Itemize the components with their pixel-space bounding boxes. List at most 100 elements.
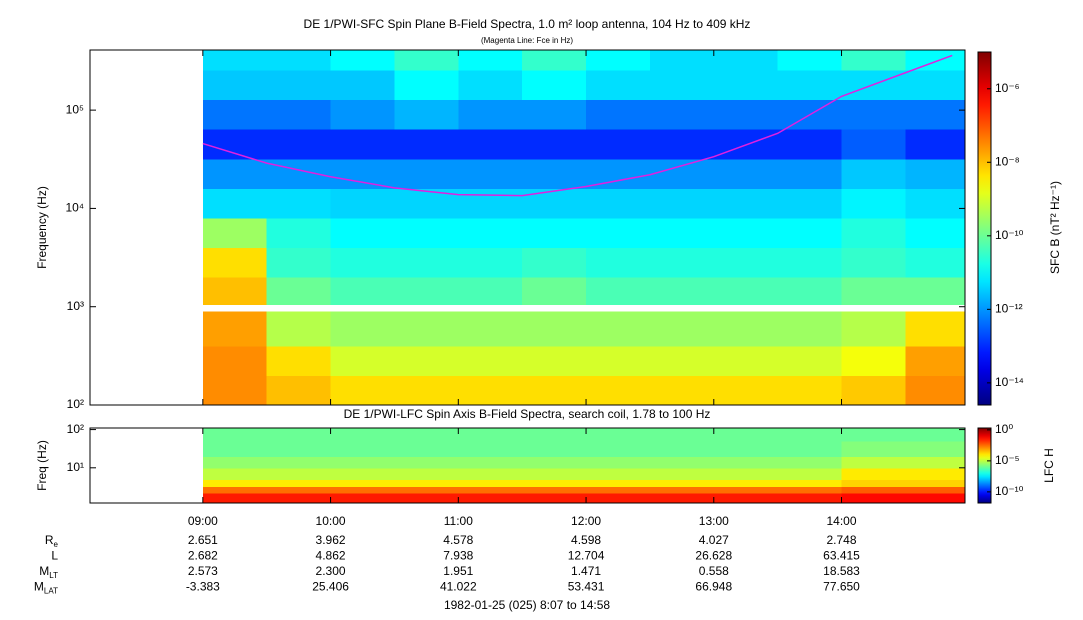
spectrum-cell	[202, 492, 332, 504]
spectrum-cell	[330, 70, 395, 101]
spectrum-cell	[266, 345, 332, 376]
spectrum-cell	[905, 277, 966, 306]
ephemeris-value: 41.022	[440, 580, 477, 594]
spectrum-cell	[713, 345, 779, 376]
spectrum-cell	[777, 217, 843, 249]
y-tick-label: 10²	[67, 422, 84, 436]
spectrum-cell	[777, 345, 843, 376]
spectrum-cell	[202, 247, 268, 278]
y-tick-label: 10³	[67, 299, 84, 313]
spectrum-cell	[458, 492, 587, 504]
colorbar-label: LFC H	[1042, 448, 1056, 483]
spectrum-cell	[586, 311, 651, 347]
spectrum-cell	[522, 188, 587, 219]
spectrum-cell	[777, 311, 843, 347]
spectrum-cell	[777, 70, 843, 101]
spectrum-cell	[586, 467, 715, 480]
x-tick-label: 11:00	[444, 514, 473, 528]
spectrum-cell	[202, 311, 268, 347]
spectrum-cell	[330, 50, 395, 71]
spectrum-cell	[905, 311, 966, 347]
ephemeris-value: 4.027	[699, 533, 729, 547]
spectrum-cell	[266, 129, 332, 160]
spectrum-cell	[841, 217, 906, 249]
spectrum-cell	[713, 70, 779, 101]
label-sub: LAT	[44, 587, 58, 596]
spectrum-cell	[713, 158, 779, 189]
spectrum-cell	[202, 486, 332, 494]
y-axis-label: Frequency (Hz)	[35, 186, 49, 269]
spectrum-cell	[330, 217, 395, 249]
spectrum-cell	[777, 129, 843, 160]
spectrum-cell	[458, 428, 587, 442]
spectrum-cell	[202, 70, 268, 101]
spectrum-cell	[713, 456, 843, 469]
spectrum-cell	[266, 99, 332, 130]
spectrum-cell	[330, 277, 395, 306]
spectrum-cell	[202, 188, 268, 219]
spectrum-cell	[522, 217, 587, 249]
spectrum-cell	[713, 217, 779, 249]
spectrum-cell	[266, 188, 332, 219]
spectrum-cell	[458, 311, 523, 347]
spectrum-cell	[330, 311, 395, 347]
ephemeris-value: 1.471	[571, 564, 601, 578]
spectrum-cell	[713, 441, 843, 457]
spectrum-cell	[458, 217, 523, 249]
spectrum-cell	[905, 99, 966, 130]
spectrum-cell	[713, 277, 779, 306]
spectrum-cell	[713, 311, 779, 347]
spectrum-cell	[330, 428, 459, 442]
spectrum-cell	[458, 479, 587, 488]
spectrum-cell	[713, 492, 843, 504]
spectrum-cell	[202, 158, 268, 189]
spectrum-cell	[522, 375, 587, 406]
spectrum-cell	[330, 479, 459, 488]
spectrum-cell	[649, 375, 715, 406]
spectrum-cell	[394, 277, 459, 306]
colorbar-tick-label: 10⁻¹⁴	[995, 375, 1024, 389]
spectrum-cell	[202, 277, 268, 306]
colorbar-label: SFC B (nT² Hz⁻¹)	[1048, 181, 1062, 274]
spectrum-cell	[841, 441, 966, 457]
spectrum-cell	[330, 99, 395, 130]
spectrum-cell	[458, 99, 523, 130]
spectrum-cell	[777, 50, 843, 71]
label-main: L	[51, 549, 58, 563]
label-main: R	[45, 533, 54, 547]
spectrum-cell	[586, 345, 651, 376]
spectrum-cell	[330, 492, 459, 504]
spectrum-cell	[394, 247, 459, 278]
spectrum-cell	[266, 375, 332, 406]
spectrum-cell	[586, 217, 651, 249]
ephemeris-value: 7.938	[443, 549, 473, 563]
chart-title: DE 1/PWI-SFC Spin Plane B-Field Spectra,…	[304, 17, 751, 31]
spectrum-cell	[394, 345, 459, 376]
spectrum-cell	[841, 479, 966, 488]
spectrum-cell	[522, 129, 587, 160]
spectrum-cell	[266, 217, 332, 249]
spectrum-cell	[586, 492, 715, 504]
spectrum-cell	[202, 479, 332, 488]
spectrum-cell	[905, 345, 966, 376]
spectrum-cell	[713, 99, 779, 130]
spectrum-cell	[458, 50, 523, 71]
colorbar	[977, 427, 992, 504]
spectrum-cell	[202, 217, 268, 249]
spectrum-cell	[202, 467, 332, 480]
spectrum-cell	[905, 375, 966, 406]
spectrum-cell	[841, 456, 966, 469]
spectrum-cell	[586, 99, 651, 130]
colorbar-tick-label: 10⁻⁵	[995, 453, 1020, 467]
spectrum-cell	[458, 277, 523, 306]
spectrum-cell	[522, 158, 587, 189]
y-tick-label: 10⁴	[65, 201, 84, 215]
label-main: M	[34, 580, 44, 594]
y-axis-label: Freq (Hz)	[35, 440, 49, 491]
ephemeris-value: 63.415	[823, 549, 860, 563]
spectrum-cell	[841, 375, 906, 406]
ephemeris-value: 2.682	[188, 549, 218, 563]
spectrum-cell	[841, 467, 966, 480]
spectrum-cell	[458, 247, 523, 278]
ephemeris-label: L	[51, 549, 58, 563]
